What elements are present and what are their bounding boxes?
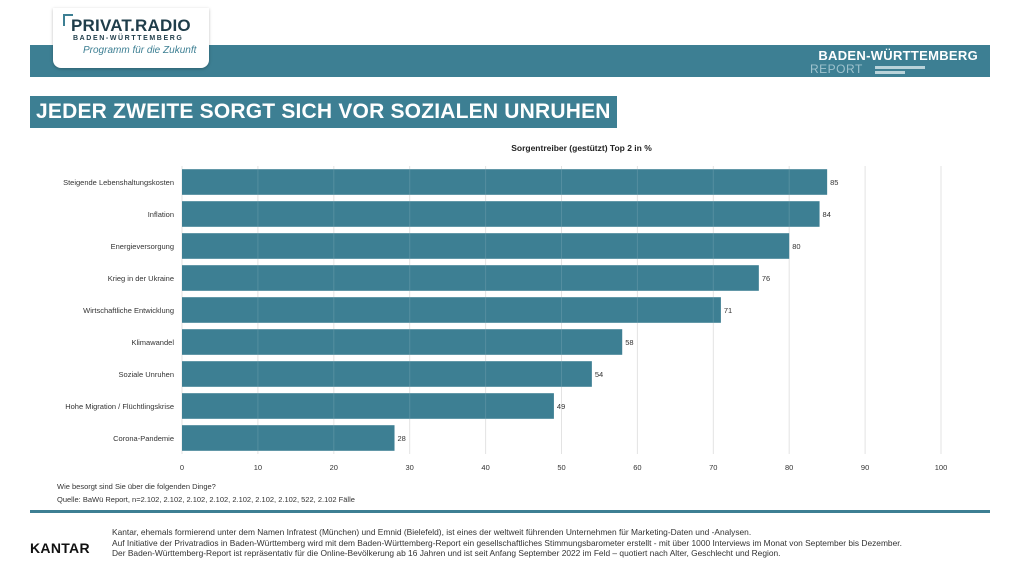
x-tick-label: 40 [481, 463, 489, 472]
value-label: 71 [724, 306, 732, 315]
x-tick-label: 20 [330, 463, 338, 472]
bar [182, 169, 828, 195]
category-label: Hohe Migration / Flüchtlingskrise [65, 402, 174, 411]
kantar-logo: KANTAR [30, 540, 90, 556]
bar [182, 329, 623, 355]
value-label: 28 [398, 434, 406, 443]
x-tick-label: 60 [633, 463, 641, 472]
footer-divider [30, 510, 990, 513]
x-tick-label: 70 [709, 463, 717, 472]
page-headline: JEDER ZWEITE SORGT SICH VOR SOZIALEN UNR… [30, 96, 617, 128]
value-label: 76 [762, 274, 770, 283]
chart-title: Sorgentreiber (gestützt) Top 2 in % [511, 143, 652, 153]
value-label: 49 [557, 402, 565, 411]
category-label: Inflation [148, 210, 174, 219]
bar [182, 393, 554, 419]
value-label: 58 [625, 338, 633, 347]
footer-line: Kantar, ehemals formierend unter dem Nam… [112, 527, 752, 537]
logo-subtitle: BADEN-WÜRTTEMBERG [73, 35, 184, 42]
category-label: Soziale Unruhen [119, 370, 174, 379]
value-label: 54 [595, 370, 603, 379]
x-tick-label: 10 [254, 463, 262, 472]
category-label: Krieg in der Ukraine [108, 274, 174, 283]
bar [182, 297, 721, 323]
x-tick-label: 100 [935, 463, 948, 472]
report-logo-sub: REPORT [810, 62, 863, 76]
privat-radio-logo: PRIVAT.RADIO BADEN-WÜRTTEMBERG Programm … [53, 8, 209, 68]
value-label: 85 [830, 178, 838, 187]
category-label: Corona-Pandemie [113, 434, 174, 443]
category-label: Energieversorgung [111, 242, 174, 251]
x-tick-label: 30 [406, 463, 414, 472]
source-note: Quelle: BaWü Report, n=2.102, 2.102, 2.1… [57, 495, 355, 504]
logo-title: PRIVAT.RADIO [71, 16, 191, 35]
footer-line: Der Baden-Württemberg-Report ist repräse… [112, 548, 781, 558]
report-logo-title: BADEN-WÜRTTEMBERG [818, 48, 978, 63]
x-tick-label: 0 [180, 463, 184, 472]
bar [182, 233, 790, 259]
category-label: Steigende Lebenshaltungskosten [63, 178, 174, 187]
category-label: Wirtschaftliche Entwicklung [83, 306, 174, 315]
x-tick-label: 90 [861, 463, 869, 472]
logo-tagline: Programm für die Zukunft [83, 45, 197, 56]
category-label: Klimawandel [131, 338, 174, 347]
value-label: 84 [823, 210, 831, 219]
bar [182, 265, 759, 291]
report-logo-bar [875, 71, 905, 74]
survey-question: Wie besorgt sind Sie über die folgenden … [57, 482, 216, 491]
bar [182, 361, 592, 387]
value-label: 80 [792, 242, 800, 251]
bar [182, 425, 395, 451]
footer-text: Kantar, ehemals formierend unter dem Nam… [112, 527, 972, 559]
x-tick-label: 80 [785, 463, 793, 472]
bar [182, 201, 820, 227]
x-tick-label: 50 [557, 463, 565, 472]
footer-line: Auf Initiative der Privatradios in Baden… [112, 537, 902, 548]
report-logo-bar [875, 66, 925, 69]
logo-corner-mark [63, 14, 73, 26]
